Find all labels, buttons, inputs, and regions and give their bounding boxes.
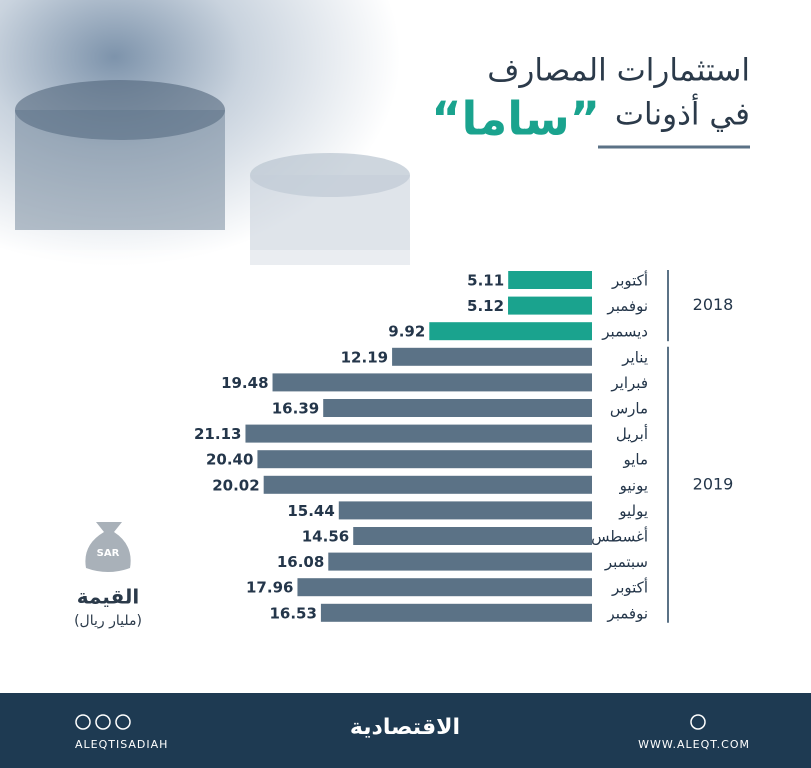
bar (257, 450, 592, 469)
category-label: مايو (622, 451, 648, 469)
bar (245, 424, 592, 443)
bar (338, 501, 592, 520)
coin-stack (15, 110, 225, 230)
brand: الاقتصادية (350, 715, 460, 740)
category-label: أكتوبر (611, 271, 648, 290)
group-label: 2018 (693, 295, 734, 314)
value-label: 12.19 (341, 348, 388, 366)
subtitle: في أذونات (615, 94, 750, 133)
bar (353, 527, 592, 545)
category-label: نوفمبر (606, 604, 648, 622)
bar (429, 322, 592, 341)
money-bag-icon (85, 522, 131, 572)
twitter-icon[interactable] (115, 714, 131, 730)
bar (392, 347, 592, 366)
social-handle: ALEQTISADIAH (75, 738, 168, 751)
web-icon[interactable] (690, 714, 706, 730)
value-label: 19.48 (221, 374, 268, 392)
category-label: فبراير (610, 374, 648, 392)
value-label: 21.13 (194, 425, 241, 443)
value-title: القيمة (77, 585, 139, 609)
category-label: نوفمبر (606, 297, 648, 315)
bar (320, 603, 592, 622)
value-label: 20.02 (212, 476, 259, 494)
category-label: يونيو (619, 476, 648, 494)
bar (508, 271, 592, 289)
bar (328, 552, 592, 571)
value-label: 17.96 (246, 579, 293, 597)
value-label: 9.92 (388, 323, 425, 341)
value-label: 5.12 (467, 297, 504, 315)
category-label: مارس (610, 400, 648, 418)
group-label: 2019 (693, 474, 734, 493)
coin (15, 80, 225, 140)
category-label: أغسطس (591, 527, 648, 546)
category-label: ديسمبر (601, 323, 648, 341)
highlight: “ساما” (431, 92, 600, 146)
category-label: يوليو (618, 502, 648, 520)
category-label: سبتمبر (604, 553, 648, 571)
bar (323, 399, 592, 417)
bar-chart: 5.11 أكتوبر 5.12 نوفمبر 9.92 ديسمبر 2018 12.19 ي… (194, 270, 733, 623)
coin-stack (250, 175, 410, 265)
category-label: أكتوبر (611, 578, 648, 597)
instagram-icon[interactable] (75, 714, 91, 730)
value-label: 16.08 (277, 553, 324, 571)
facebook-icon[interactable] (95, 714, 111, 730)
icon-label: SAR (97, 548, 120, 559)
value-label: 5.11 (467, 272, 504, 290)
value-label: 15.44 (287, 502, 334, 520)
category-label: يناير (621, 348, 648, 366)
category-label: أبريل (616, 424, 648, 443)
bar (272, 373, 592, 392)
footer (0, 693, 811, 768)
value-label: 16.39 (272, 400, 319, 418)
value-label: 20.40 (206, 451, 253, 469)
bar (263, 475, 592, 494)
unit: (مليار ريال) (74, 613, 142, 629)
title: استثمارات المصارف (487, 53, 750, 89)
value-label: 14.56 (302, 528, 349, 546)
website[interactable]: WWW.ALEQT.COM (638, 738, 750, 751)
bar (508, 296, 592, 315)
bar (297, 578, 592, 597)
value-label: 16.53 (269, 604, 316, 622)
